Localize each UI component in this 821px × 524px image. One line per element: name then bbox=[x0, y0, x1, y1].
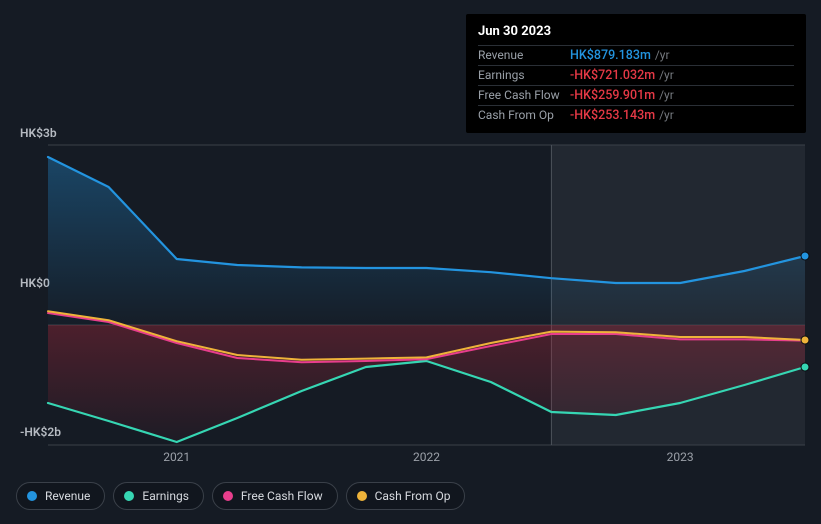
tooltip-row: Earnings-HK$721.032m/yr bbox=[478, 66, 794, 86]
tooltip-metric-label: Revenue bbox=[478, 48, 570, 62]
tooltip-metric-value: -HK$259.901m bbox=[570, 88, 655, 103]
tooltip-rows: RevenueHK$879.183m/yrEarnings-HK$721.032… bbox=[478, 46, 794, 125]
legend-label: Free Cash Flow bbox=[241, 489, 323, 503]
legend-item[interactable]: Revenue bbox=[16, 482, 105, 510]
tooltip-metric-suffix: /yr bbox=[659, 88, 674, 102]
tooltip-metric-value: HK$879.183m bbox=[570, 48, 651, 63]
tooltip-row: RevenueHK$879.183m/yr bbox=[478, 46, 794, 66]
tooltip-metric-suffix: /yr bbox=[655, 48, 670, 62]
legend-label: Revenue bbox=[45, 489, 90, 503]
legend-color-dot bbox=[357, 491, 367, 501]
tooltip-metric-value: -HK$721.032m bbox=[570, 68, 655, 83]
x-axis-label: 2022 bbox=[413, 450, 440, 464]
y-axis-label: HK$0 bbox=[20, 276, 50, 290]
tooltip-metric-suffix: /yr bbox=[659, 108, 674, 122]
tooltip-metric-value: -HK$253.143m bbox=[570, 108, 655, 123]
chart-container: Jun 30 2023 RevenueHK$879.183m/yrEarning… bbox=[0, 0, 821, 524]
legend-item[interactable]: Free Cash Flow bbox=[212, 482, 338, 510]
tooltip-row: Free Cash Flow-HK$259.901m/yr bbox=[478, 86, 794, 106]
legend-color-dot bbox=[27, 491, 37, 501]
tooltip-date: Jun 30 2023 bbox=[478, 24, 794, 46]
tooltip-metric-label: Cash From Op bbox=[478, 108, 570, 122]
tooltip-row: Cash From Op-HK$253.143m/yr bbox=[478, 106, 794, 125]
x-axis-label: 2021 bbox=[163, 450, 190, 464]
legend-item[interactable]: Cash From Op bbox=[346, 482, 466, 510]
tooltip-metric-label: Earnings bbox=[478, 68, 570, 82]
legend-item[interactable]: Earnings bbox=[113, 482, 204, 510]
y-axis-label: HK$3b bbox=[20, 126, 57, 140]
legend-label: Earnings bbox=[142, 489, 189, 503]
legend-color-dot bbox=[124, 491, 134, 501]
legend-color-dot bbox=[223, 491, 233, 501]
tooltip-metric-suffix: /yr bbox=[659, 68, 674, 82]
legend-label: Cash From Op bbox=[375, 489, 451, 503]
tooltip-metric-label: Free Cash Flow bbox=[478, 88, 570, 102]
chart-legend: Revenue Earnings Free Cash Flow Cash From O… bbox=[16, 482, 465, 510]
x-axis-label: 2023 bbox=[667, 450, 694, 464]
line-chart[interactable] bbox=[48, 145, 805, 445]
chart-tooltip: Jun 30 2023 RevenueHK$879.183m/yrEarning… bbox=[466, 14, 806, 133]
